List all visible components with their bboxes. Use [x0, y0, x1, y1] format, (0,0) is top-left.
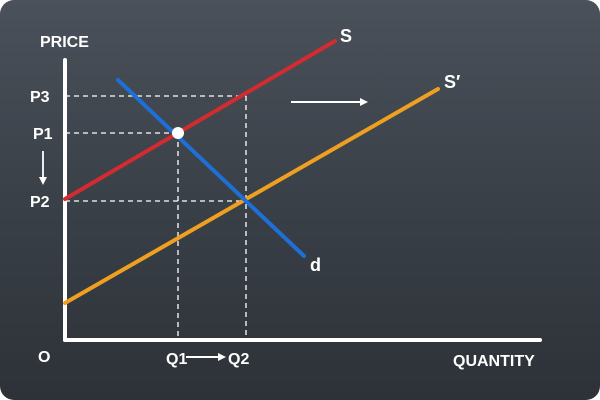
y-tick-label: P1	[33, 126, 53, 143]
x-axis-label: QUANTITY	[453, 353, 535, 370]
y-axis-label: PRICE	[40, 34, 89, 51]
guide-lines	[65, 95, 247, 340]
supply-curve-s-prime	[63, 87, 440, 305]
supply-curve-s	[63, 39, 337, 201]
series-label-s: S	[340, 26, 352, 46]
y-tick-label: P2	[30, 194, 50, 211]
origin-label: O	[38, 349, 50, 366]
y-tick-label: P3	[30, 89, 50, 106]
demand-curve-d	[116, 78, 306, 258]
series-label-d: d	[310, 255, 321, 275]
x-tick-label: Q2	[228, 351, 249, 368]
series-label-s-prime: S′	[444, 72, 460, 92]
x-tick-label: Q1	[166, 351, 187, 368]
equilibrium-point	[172, 127, 184, 139]
